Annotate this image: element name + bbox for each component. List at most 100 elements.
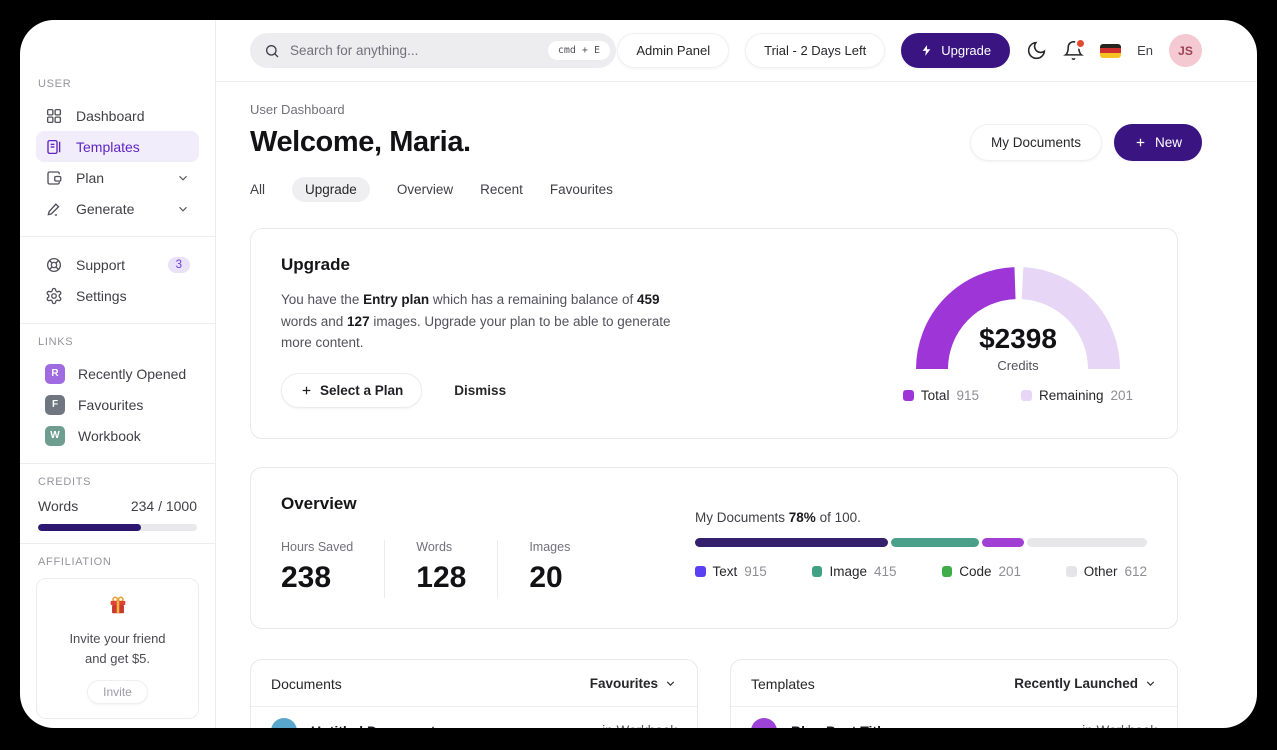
pencil-icon [45,200,63,218]
search-icon [264,43,280,59]
sidebar-item-label: Dashboard [76,107,145,124]
wallet-icon [45,169,63,187]
document-list-item[interactable]: Untitled Document in Workbook [251,707,697,728]
legend-swatch [811,566,823,577]
language-flag-germany[interactable] [1100,43,1122,58]
sidebar-item-label: Favourites [78,396,144,413]
documents-filter-dropdown[interactable]: Favourites [590,676,677,691]
link-initial-badge: R [45,363,65,384]
template-title: Blog Post Title [791,723,889,728]
sidebar: USER Dashboard Templates [20,20,216,728]
tab-favourites[interactable]: Favourites [549,182,613,197]
sidebar-item-label: Recently Opened [78,365,187,382]
sidebar-item-settings[interactable]: Settings [36,280,199,311]
breadcrumb: User Dashboard [250,102,345,117]
invite-button[interactable]: Invite [87,680,148,704]
search-placeholder: Search for anything... [290,43,419,58]
notifications-bell-icon[interactable] [1063,38,1087,61]
sidebar-item-label: Templates [76,138,140,155]
search-input[interactable]: Search for anything... cmd + E [250,33,616,68]
plus-icon [1134,136,1147,149]
filter-tabs: All Upgrade Overview Recent Favourites [250,177,1202,202]
legend-item-image: Image 415 [811,564,897,579]
tab-overview[interactable]: Overview [396,182,454,197]
sidebar-item-label: Support [76,256,126,273]
trial-status-button[interactable]: Trial - 2 Days Left [745,33,886,68]
tab-recent[interactable]: Recent [480,182,523,197]
legend-item-total: Total 915 [902,388,979,403]
documents-progress-panel: My Documents 78% of 100. Text 915 [695,494,1147,598]
affiliation-text-line2: and get $5. [84,650,151,666]
sidebar-link-favourites[interactable]: F Favourites [36,389,199,420]
legend-swatch [695,566,706,577]
tab-all[interactable]: All [250,182,266,197]
credits-usage-value: 234 / 1000 [130,498,197,514]
gauge-remaining-arc [1021,267,1120,370]
sidebar-item-support[interactable]: Support 3 [36,249,199,280]
sidebar-item-label: Workbook [78,427,141,444]
bar-segment-text [695,537,888,547]
gauge-center-label: Credits [997,358,1039,373]
credits-progress-fill [38,524,142,531]
new-button[interactable]: New [1113,124,1202,161]
link-initial-badge: W [45,425,65,446]
template-list-item[interactable]: Blog Post Title in Workbook [731,707,1177,728]
chevron-down-icon [176,171,190,185]
affiliation-text-line1: Invite your friend [69,631,166,646]
legend-item-code: Code 201 [941,564,1021,579]
sidebar-item-generate[interactable]: Generate [36,193,199,224]
select-plan-button[interactable]: Select a Plan [281,372,423,408]
stat-divider [384,539,386,598]
tab-upgrade[interactable]: Upgrade [292,177,370,202]
sidebar-divider [20,543,215,544]
sidebar-item-label: Settings [76,287,127,304]
stat-words: Words 128 [416,539,467,594]
sidebar-link-recently-opened[interactable]: R Recently Opened [36,358,199,389]
templates-filter-dropdown[interactable]: Recently Launched [1014,676,1157,691]
credits-progress-bar [38,524,197,531]
templates-document-icon [45,138,63,156]
main-area: Search for anything... cmd + E Admin Pan… [216,20,1257,728]
chevron-down-icon [176,202,190,216]
support-count-badge: 3 [167,256,190,273]
stat-images: Images 20 [529,539,571,594]
sidebar-item-label: Generate [76,200,135,217]
legend-swatch [1020,390,1032,401]
dark-mode-moon-icon[interactable] [1026,40,1047,61]
bar-segment-image [891,537,979,547]
links-section-label: LINKS [38,336,74,348]
templates-list-card: Templates Recently Launched Blog Post Ti… [730,658,1178,728]
sidebar-item-dashboard[interactable]: Dashboard [36,100,199,131]
my-documents-button[interactable]: My Documents [969,124,1102,161]
language-label: En [1137,43,1153,58]
legend-swatch [902,390,914,401]
notification-dot [1075,38,1087,49]
dismiss-button[interactable]: Dismiss [454,382,507,398]
sidebar-item-templates[interactable]: Templates [36,131,199,162]
sidebar-link-workbook[interactable]: W Workbook [36,420,199,451]
lightning-bolt-icon [920,44,933,57]
legend-swatch [941,566,953,577]
stat-hours-saved: Hours Saved 238 [281,539,354,594]
sidebar-divider [20,236,215,237]
chevron-down-icon [664,677,677,690]
app-window: USER Dashboard Templates [20,20,1257,728]
bar-segment-code [981,537,1025,547]
list-divider [251,705,697,707]
credits-gauge: $2398 Credits Total 915 Remaining [893,257,1143,403]
template-location: in Workbook [1082,723,1157,728]
templates-list-title: Templates [751,675,815,692]
legend-item-remaining: Remaining 201 [1020,388,1133,403]
sidebar-item-plan[interactable]: Plan [36,162,199,193]
stat-divider [497,539,499,598]
upgrade-button[interactable]: Upgrade [901,33,1011,68]
upgrade-card: Upgrade You have the Entry plan which ha… [250,228,1178,439]
documents-stacked-bar [695,537,1147,547]
upgrade-card-title: Upgrade [281,255,350,274]
user-avatar[interactable]: JS [1169,34,1202,67]
bar-segment-other [1027,537,1147,547]
sidebar-item-label: Plan [76,169,105,186]
admin-panel-button[interactable]: Admin Panel [617,33,730,68]
credits-section-label: CREDITS [38,476,92,488]
chevron-down-icon [1144,677,1157,690]
